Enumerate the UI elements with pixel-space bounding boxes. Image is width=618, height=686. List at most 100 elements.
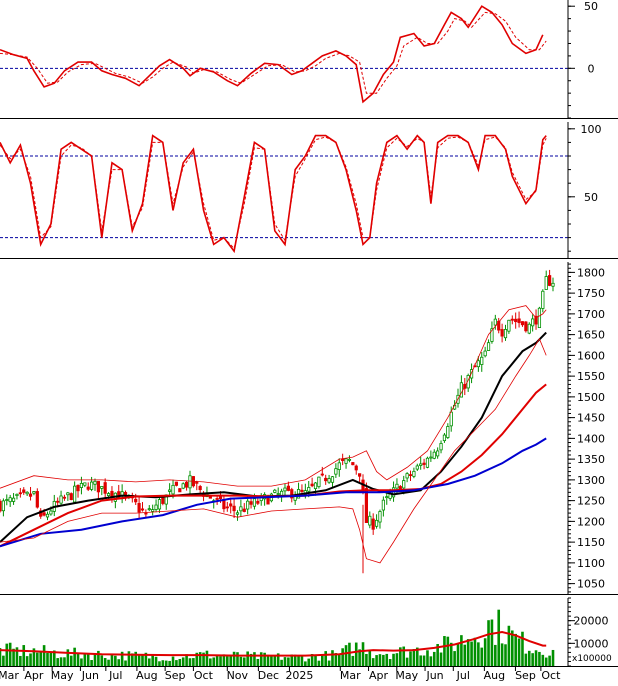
volume-bar (510, 630, 514, 666)
volume-bar (463, 644, 467, 666)
volume-bar (429, 656, 433, 666)
volume-bar (134, 651, 138, 666)
candle-body (503, 329, 508, 339)
volume-bar (293, 654, 297, 666)
x-tick-label: Nov (227, 669, 249, 681)
volume-bar (436, 644, 439, 666)
candle-body (147, 508, 151, 511)
candle-body (334, 468, 338, 475)
volume-bar (120, 651, 124, 666)
candle-body (249, 501, 253, 505)
candle-body (184, 481, 189, 488)
volume-bar (409, 651, 412, 666)
candle-body (181, 483, 185, 489)
candle-body (551, 282, 555, 287)
volume-bar (114, 655, 117, 666)
volume-bar (222, 654, 226, 666)
volume-bar (76, 653, 80, 666)
candle-body (324, 477, 328, 482)
volume-bar (368, 650, 372, 666)
x-axis: Mar Apr May Jun Jul Aug Sep Oct Nov Dec 2025 Mar Apr… (0, 666, 561, 682)
volume-bar (181, 657, 185, 666)
candle-body (45, 513, 50, 518)
candle-body (439, 443, 443, 451)
volume-bar (310, 654, 314, 666)
candle-body (395, 483, 399, 489)
volume-bar (209, 658, 212, 666)
candle-body (76, 484, 80, 492)
candle-body (69, 493, 73, 501)
candle-body (235, 512, 240, 515)
volume-bar (300, 655, 304, 666)
volume-bar (168, 660, 171, 666)
volume-bar (171, 656, 175, 666)
volume-bar (473, 637, 477, 666)
candle-body (449, 411, 453, 427)
candle-body (358, 473, 362, 477)
volume-bar (378, 654, 382, 666)
x-tick-label: Sep (165, 669, 186, 681)
candle-body (497, 320, 501, 331)
candle-body (537, 307, 542, 329)
indicator-line (0, 134, 547, 254)
candle-body (134, 498, 138, 503)
volume-bar (56, 658, 59, 666)
candle-body (534, 315, 538, 325)
candle-body (35, 491, 39, 508)
volume-bar (527, 650, 531, 666)
volume-bar (388, 659, 392, 666)
volume-bar (5, 643, 9, 666)
volume-bar (517, 638, 521, 666)
y-tick-label: 50 (584, 191, 598, 204)
volume-bar (259, 652, 263, 666)
candle-body (446, 426, 450, 438)
volume-bar (538, 651, 541, 666)
volume-bar (487, 620, 490, 666)
volume-bar (331, 650, 334, 666)
candle-body (368, 515, 372, 526)
candle-body (544, 276, 548, 290)
volume-bar (8, 642, 12, 666)
candle-body (419, 463, 423, 466)
candle-body (517, 318, 521, 324)
volume-bar (348, 642, 351, 666)
volume-bar (344, 645, 348, 666)
candle-body (0, 500, 2, 512)
volume-bar (232, 651, 236, 666)
volume-bar (198, 652, 202, 666)
candle-body (300, 489, 304, 492)
volume-bar (314, 655, 317, 666)
y-tick-label: 1750 (577, 287, 605, 300)
candle-body (313, 482, 318, 490)
volume-bar (215, 654, 219, 666)
volume-bar (449, 642, 453, 666)
candle-body (73, 485, 77, 503)
x-tick-label: May (395, 669, 418, 681)
volume-bar (86, 654, 90, 666)
candle-body (1, 500, 5, 512)
candle-body (59, 495, 63, 504)
volume-bar (36, 652, 39, 666)
volume-bar (202, 652, 205, 666)
volume-bar (195, 652, 199, 666)
volume-bar (531, 653, 534, 666)
volume-bar (107, 659, 110, 666)
volume-bar (266, 654, 270, 666)
volume-bar (263, 652, 266, 666)
x-tick-label: Apr (369, 669, 389, 681)
y-tick-label: 1050 (577, 578, 605, 591)
candle-body (62, 496, 67, 499)
candle-body (266, 497, 270, 505)
y-tick-label: 0 (588, 62, 595, 75)
candle-body (56, 500, 60, 503)
volume-bar (307, 658, 311, 666)
volume-bar (483, 638, 487, 666)
bollinger-upper-line (0, 305, 547, 489)
volume-bar (242, 657, 246, 666)
volume-bar (321, 655, 324, 666)
candle-body (286, 485, 290, 491)
volume-bar (90, 660, 93, 666)
candle-body (469, 369, 474, 379)
candle-body (90, 481, 94, 490)
candle-body (144, 512, 148, 515)
